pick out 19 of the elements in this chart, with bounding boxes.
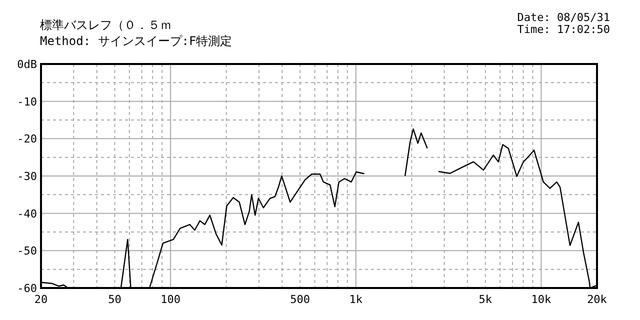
x-tick-label: 5k — [478, 293, 492, 306]
x-tick-label: 20 — [34, 293, 48, 306]
x-tick-label: 500 — [290, 293, 310, 306]
x-tick-label: 1k — [349, 293, 363, 306]
y-tick-label: -50 — [17, 244, 37, 258]
x-tick-label: 20k — [587, 293, 608, 306]
x-tick-label: 50 — [108, 293, 122, 306]
y-tick-label: -10 — [17, 95, 37, 108]
y-tick-label: -40 — [17, 207, 37, 220]
text: Time: 17:02:50 — [517, 23, 610, 36]
y-tick-label: -30 — [17, 170, 37, 183]
x-tick-label: 100 — [160, 293, 180, 306]
y-tick-label: -60 — [17, 282, 37, 295]
x-tick-label: 10k — [531, 293, 552, 306]
chart-title: 標準バスレフ（０．５ｍ — [40, 18, 172, 32]
y-tick-label: 0dB — [17, 58, 38, 71]
chart-subtitle: Method: サインスイープ:F特測定 — [40, 34, 232, 48]
text: Date: 08/05/31 — [517, 11, 610, 24]
y-tick-label: -20 — [17, 132, 37, 146]
